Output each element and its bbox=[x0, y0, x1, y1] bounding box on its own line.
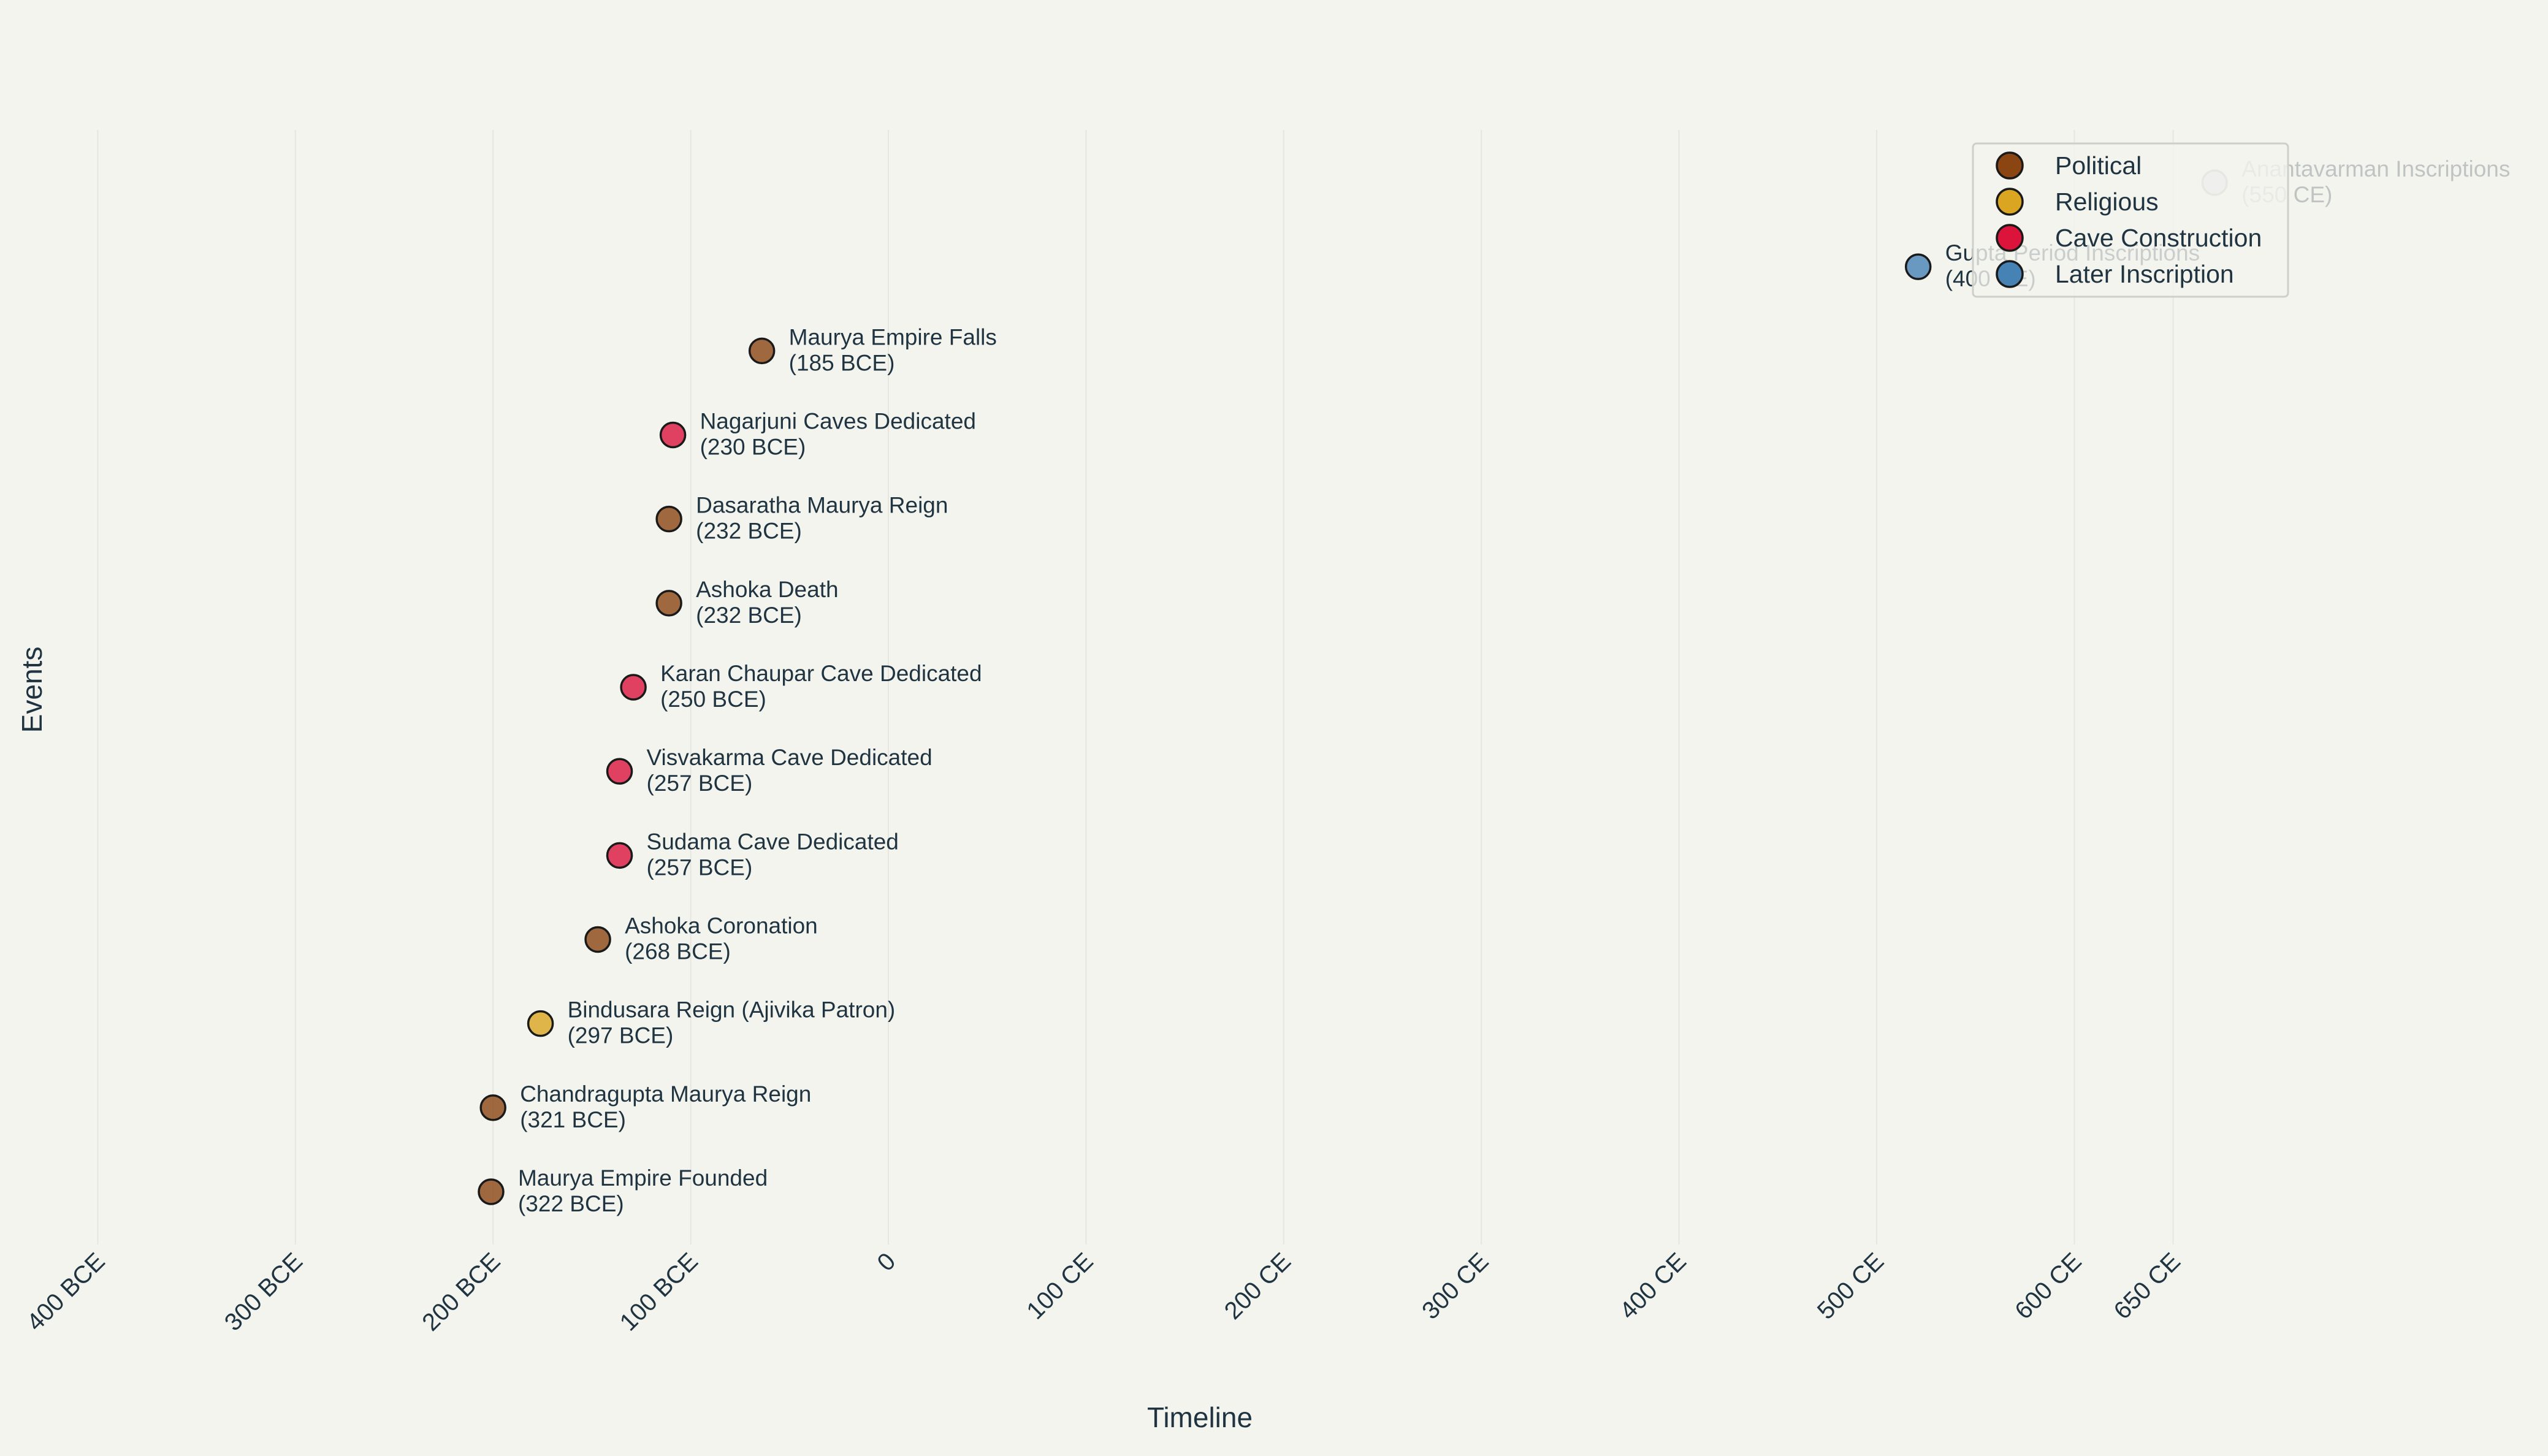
event-date-label: (297 BCE) bbox=[568, 1023, 674, 1048]
event-date-label: (232 BCE) bbox=[696, 519, 802, 544]
event-marker bbox=[527, 1010, 554, 1037]
x-tick-label: 0 bbox=[872, 1248, 901, 1276]
x-tick-label: 100 BCE bbox=[615, 1248, 703, 1336]
event-name-label: Maurya Empire Falls bbox=[789, 324, 997, 349]
event-date-label: (250 BCE) bbox=[660, 687, 766, 712]
event-name-label: Maurya Empire Founded bbox=[518, 1165, 768, 1191]
event-marker bbox=[655, 505, 682, 533]
x-tick-label: 200 BCE bbox=[417, 1248, 505, 1336]
event-marker bbox=[606, 842, 633, 869]
x-tick-label: 400 BCE bbox=[21, 1248, 110, 1336]
event-name-label: Visvakarma Cave Dedicated bbox=[647, 745, 933, 770]
legend-marker bbox=[1996, 224, 2024, 252]
event-marker bbox=[606, 758, 633, 785]
event-marker bbox=[620, 674, 647, 701]
x-tick-label: 650 CE bbox=[2109, 1248, 2186, 1324]
event-marker bbox=[479, 1094, 506, 1121]
event-date-label: (232 BCE) bbox=[696, 603, 802, 628]
legend-marker bbox=[1996, 260, 2024, 288]
x-tick-labels: 400 BCE 300 BCE 200 BCE 100 BCE 0 100 CE 200 C… bbox=[21, 1248, 2186, 1336]
event-labels: Maurya Empire Founded(322 BCE) Chandragup… bbox=[518, 156, 2510, 1216]
y-axis-label: Events bbox=[16, 647, 48, 733]
event-name-label: Karan Chaupar Cave Dedicated bbox=[660, 661, 982, 686]
legend: Political Religious Cave Construction Later… bbox=[1972, 142, 2289, 298]
event-name-label: Chandragupta Maurya Reign bbox=[520, 1081, 811, 1107]
x-tick-label: 500 CE bbox=[1812, 1248, 1889, 1324]
legend-label: Later Inscription bbox=[2055, 260, 2234, 288]
legend-label: Cave Construction bbox=[2055, 224, 2262, 252]
event-marker bbox=[584, 926, 611, 953]
x-tick-label: 300 BCE bbox=[219, 1248, 308, 1336]
x-tick-label: 600 CE bbox=[2010, 1248, 2086, 1324]
event-name-label: Ashoka Coronation bbox=[625, 913, 818, 939]
x-tick-label: 200 CE bbox=[1219, 1248, 1296, 1324]
event-date-label: (230 BCE) bbox=[700, 435, 806, 460]
event-markers bbox=[478, 169, 2229, 1205]
legend-label: Religious bbox=[2055, 188, 2159, 216]
legend-label: Political bbox=[2055, 151, 2142, 180]
event-name-label: Dasaratha Maurya Reign bbox=[696, 493, 948, 518]
event-marker bbox=[659, 421, 687, 449]
legend-box bbox=[1972, 142, 2289, 298]
legend-marker bbox=[1996, 151, 2024, 180]
event-name-label: Sudama Cave Dedicated bbox=[647, 829, 899, 854]
event-marker bbox=[748, 337, 776, 365]
event-name-label: Nagarjuni Caves Dedicated bbox=[700, 409, 976, 434]
event-date-label: (257 BCE) bbox=[647, 855, 753, 880]
event-name-label: Ashoka Death bbox=[696, 577, 838, 602]
event-date-label: (268 BCE) bbox=[625, 939, 731, 964]
x-axis-label: Timeline bbox=[1147, 1401, 1253, 1433]
gridlines bbox=[97, 130, 2174, 1244]
x-tick-label: 400 CE bbox=[1615, 1248, 1692, 1324]
event-marker bbox=[478, 1178, 505, 1205]
x-tick-label: 300 CE bbox=[1417, 1248, 1493, 1324]
event-date-label: (321 BCE) bbox=[520, 1107, 626, 1132]
event-name-label: Bindusara Reign (Ajivika Patron) bbox=[568, 997, 896, 1023]
event-marker bbox=[655, 590, 682, 617]
event-date-label: (322 BCE) bbox=[518, 1191, 624, 1216]
x-tick-label: 100 CE bbox=[1021, 1248, 1098, 1324]
legend-marker bbox=[1996, 188, 2024, 216]
event-date-label: (257 BCE) bbox=[647, 771, 753, 796]
event-date-label: (185 BCE) bbox=[789, 350, 895, 375]
event-marker bbox=[1904, 253, 1932, 280]
